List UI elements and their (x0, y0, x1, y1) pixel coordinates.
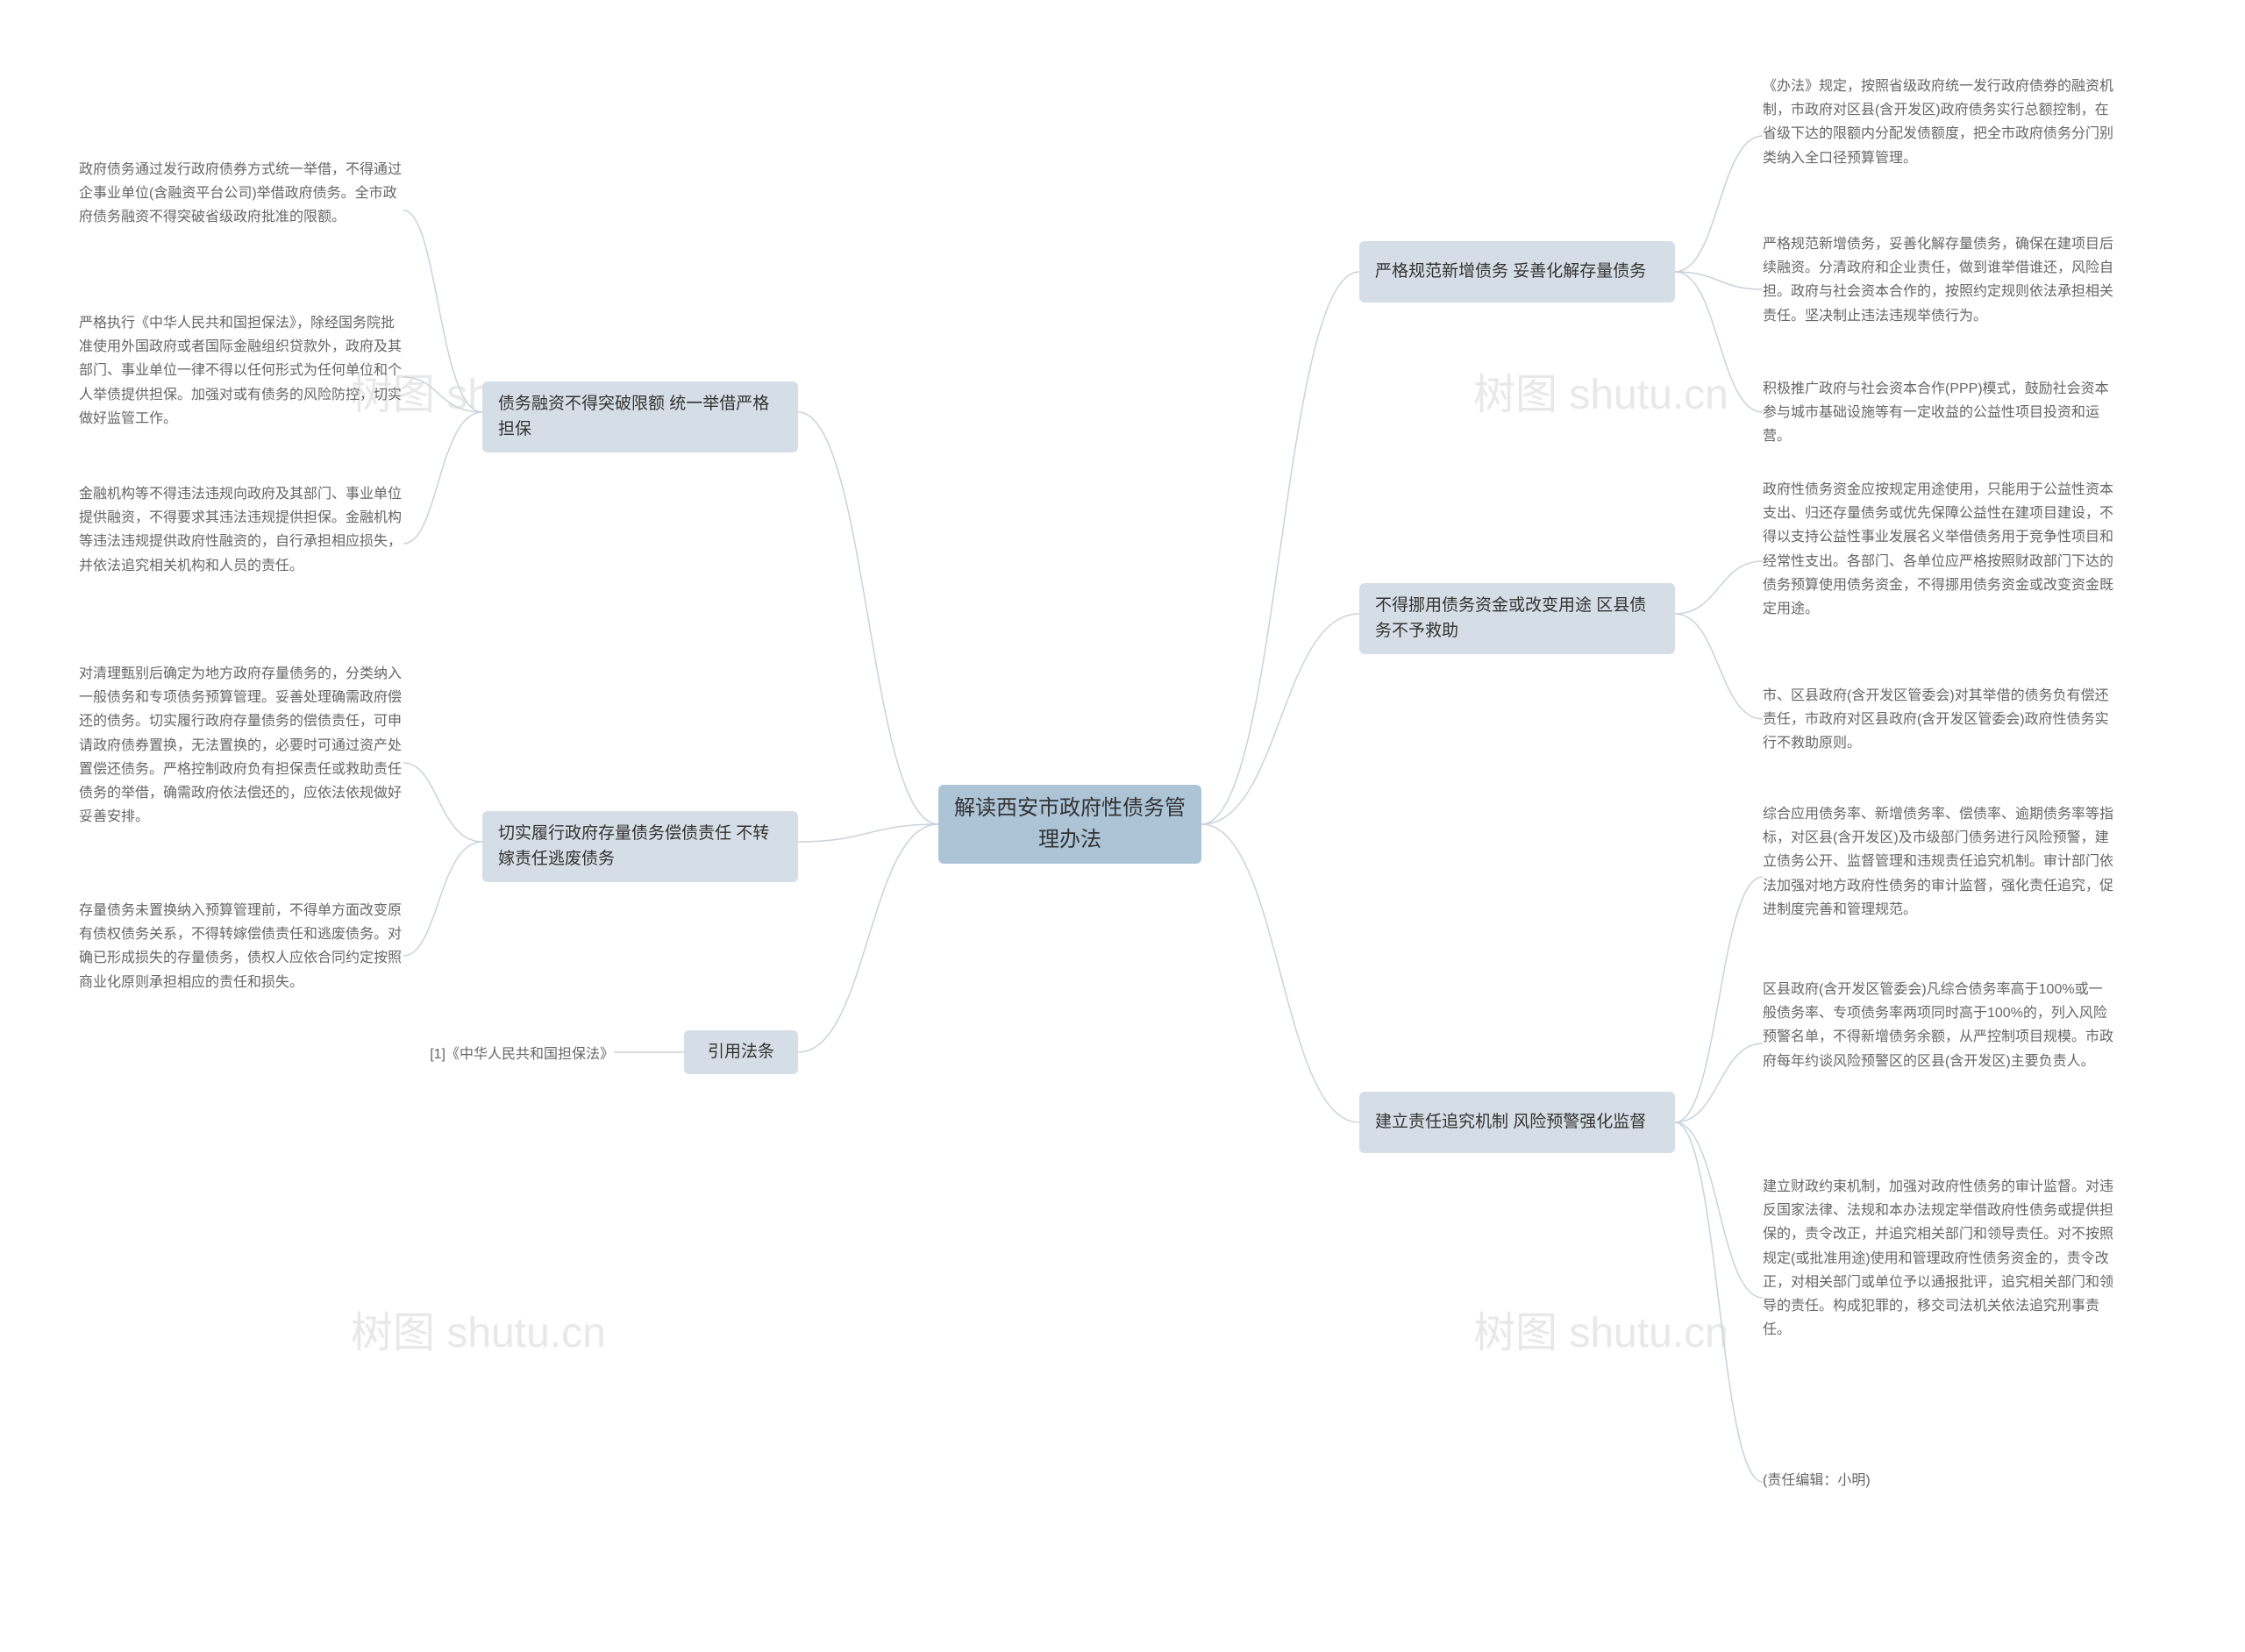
leaf-right-2-0: 政府性债务资金应按规定用途使用，只能用于公益性资本支出、归还存量债务或优先保障公… (1763, 478, 2113, 621)
watermark: 树图 shutu.cn (1473, 1298, 1728, 1359)
leaf-left-1-2: 金融机构等不得违法违规向政府及其部门、事业单位提供融资，不得要求其违法违规提供担… (79, 482, 403, 578)
branch-right-1[interactable]: 严格规范新增债务 妥善化解存量债务 (1359, 241, 1675, 303)
leaf-right-3-2: 建立财政约束机制，加强对政府性债务的审计监督。对违反国家法律、法规和本办法规定举… (1763, 1175, 2113, 1342)
leaf-left-3-0: [1]《中华人民共和国担保法》 (377, 1043, 614, 1066)
branch-left-1[interactable]: 债务融资不得突破限额 统一举借严格担保 (482, 381, 798, 452)
leaf-left-1-1: 严格执行《中华人民共和国担保法》，除经国务院批准使用外国政府或者国际金融组织贷款… (79, 311, 403, 431)
leaf-right-1-2: 积极推广政府与社会资本合作(PPP)模式，鼓励社会资本参与城市基础设施等有一定收… (1763, 377, 2113, 449)
branch-right-3[interactable]: 建立责任追究机制 风险预警强化监督 (1359, 1092, 1675, 1153)
leaf-left-2-1: 存量债务未置换纳入预算管理前，不得单方面改变原有债权债务关系，不得转嫁偿债责任和… (79, 899, 403, 994)
leaf-right-1-1: 严格规范新增债务，妥善化解存量债务，确保在建项目后续融资。分清政府和企业责任，做… (1763, 232, 2113, 328)
leaf-left-2-0: 对清理甄别后确定为地方政府存量债务的，分类纳入一般债务和专项债务预算管理。妥善处… (79, 662, 403, 829)
leaf-right-1-0: 《办法》规定，按照省级政府统一发行政府债券的融资机制，市政府对区县(含开发区)政… (1763, 75, 2113, 170)
branch-left-2[interactable]: 切实履行政府存量债务偿债责任 不转嫁责任逃废债务 (482, 811, 798, 882)
watermark: 树图 shutu.cn (351, 1298, 606, 1359)
watermark: 树图 shutu.cn (1473, 360, 1728, 421)
leaf-right-3-3: (责任编辑：小明) (1763, 1469, 2113, 1492)
leaf-right-3-1: 区县政府(含开发区管委会)凡综合债务率高于100%或一般债务率、专项债务率两项同… (1763, 978, 2113, 1073)
branch-right-2[interactable]: 不得挪用债务资金或改变用途 区县债务不予救助 (1359, 583, 1675, 654)
leaf-left-1-0: 政府债务通过发行政府债券方式统一举借，不得通过企事业单位(含融资平台公司)举借政… (79, 158, 403, 230)
leaf-right-3-0: 综合应用债务率、新增债务率、偿债率、逾期债务率等指标，对区县(含开发区)及市级部… (1763, 802, 2113, 922)
branch-left-3[interactable]: 引用法条 (684, 1030, 798, 1074)
leaf-right-2-1: 市、区县政府(含开发区管委会)对其举借的债务负有偿还责任，市政府对区县政府(含开… (1763, 684, 2113, 756)
mindmap-root[interactable]: 解读西安市政府性债务管理办法 (938, 785, 1201, 864)
